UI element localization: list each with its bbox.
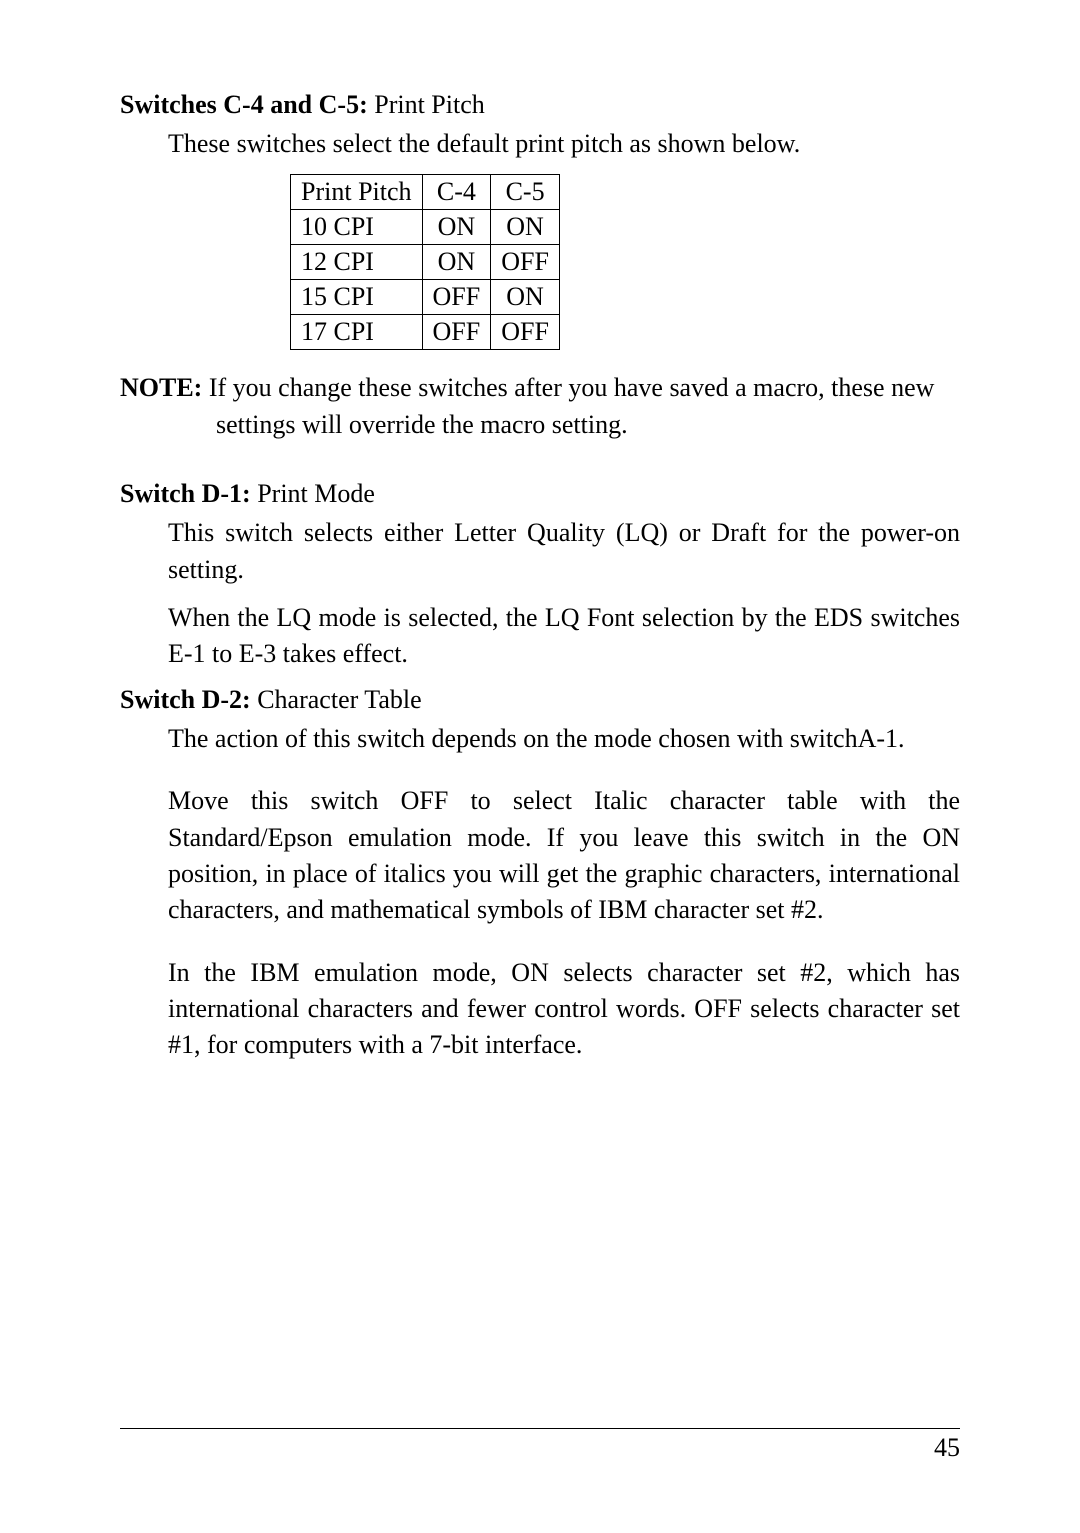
table-cell: ON xyxy=(422,245,491,280)
paragraph-spacer xyxy=(120,769,960,783)
table-row: 10 CPI ON ON xyxy=(291,210,560,245)
heading-d1-bold: Switch D-1: xyxy=(120,479,251,508)
page-container: Switches C-4 and C-5: Print Pitch These … xyxy=(0,0,1080,1533)
table-row: 17 CPI OFF OFF xyxy=(291,315,560,350)
d2-para2: Move this switch OFF to select Italic ch… xyxy=(168,783,960,929)
heading-d2-rest: Character Table xyxy=(251,685,422,714)
page-number: 45 xyxy=(120,1433,960,1463)
heading-switch-d1: Switch D-1: Print Mode xyxy=(120,479,960,509)
page-footer: 45 xyxy=(120,1428,960,1463)
note-paragraph: NOTE: If you change these switches after… xyxy=(120,370,960,443)
table-header-cell: C-4 xyxy=(422,175,491,210)
d2-para1: The action of this switch depends on the… xyxy=(168,721,960,757)
heading-switch-d2: Switch D-2: Character Table xyxy=(120,685,960,715)
footer-rule xyxy=(120,1428,960,1429)
paragraph-spacer xyxy=(120,941,960,955)
note-label: NOTE: xyxy=(120,373,202,402)
print-pitch-table: Print Pitch C-4 C-5 10 CPI ON ON 12 CPI … xyxy=(290,174,560,350)
table-cell: OFF xyxy=(422,315,491,350)
heading-c-bold: Switches C-4 and C-5: xyxy=(120,90,368,119)
heading-switches-c: Switches C-4 and C-5: Print Pitch xyxy=(120,90,960,120)
intro-c: These switches select the default print … xyxy=(168,126,960,162)
table-cell: ON xyxy=(491,210,560,245)
table-cell: 15 CPI xyxy=(291,280,423,315)
table-header-cell: C-5 xyxy=(491,175,560,210)
note-text: If you change these switches after you h… xyxy=(202,373,934,438)
table-cell: OFF xyxy=(491,315,560,350)
d1-para2: When the LQ mode is selected, the LQ Fon… xyxy=(168,600,960,673)
heading-c-rest: Print Pitch xyxy=(368,90,485,119)
d1-para1: This switch selects either Letter Qualit… xyxy=(168,515,960,588)
table-cell: OFF xyxy=(422,280,491,315)
table-cell: ON xyxy=(422,210,491,245)
heading-d1-rest: Print Mode xyxy=(251,479,375,508)
table-header-row: Print Pitch C-4 C-5 xyxy=(291,175,560,210)
table-row: 12 CPI ON OFF xyxy=(291,245,560,280)
table-cell: 17 CPI xyxy=(291,315,423,350)
table-row: 15 CPI OFF ON xyxy=(291,280,560,315)
d2-para3: In the IBM emulation mode, ON selects ch… xyxy=(168,955,960,1064)
table-cell: 12 CPI xyxy=(291,245,423,280)
table-cell: ON xyxy=(491,280,560,315)
table-cell: OFF xyxy=(491,245,560,280)
table-cell: 10 CPI xyxy=(291,210,423,245)
heading-d2-bold: Switch D-2: xyxy=(120,685,251,714)
table-header-cell: Print Pitch xyxy=(291,175,423,210)
